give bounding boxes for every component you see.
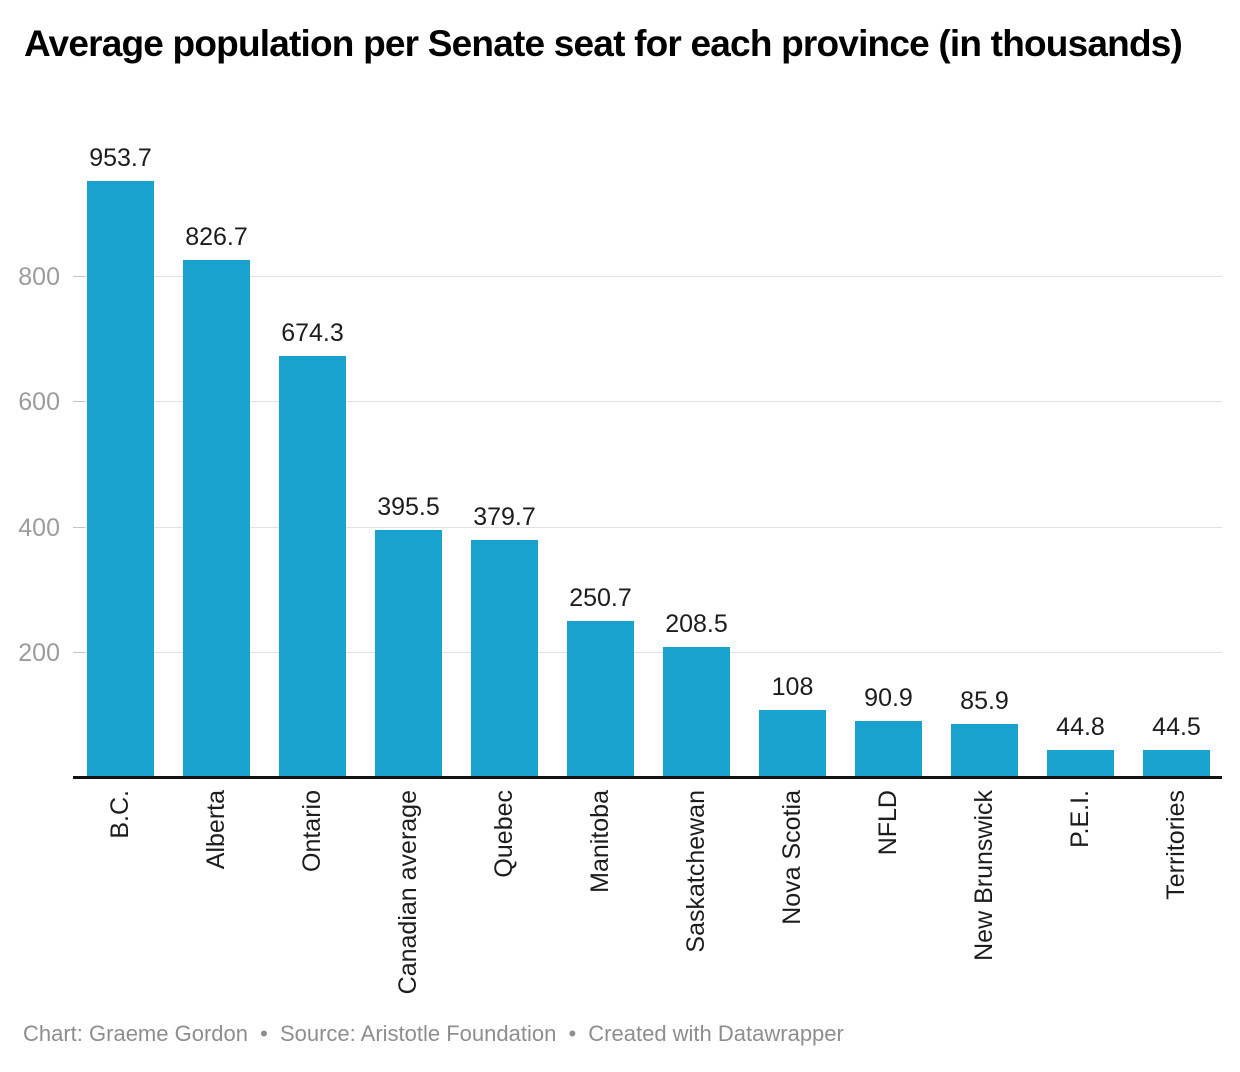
category-label: Quebec — [490, 790, 518, 878]
footer-separator: • — [260, 1021, 268, 1046]
bar-ontario[interactable] — [279, 356, 346, 778]
category-label: Ontario — [298, 790, 326, 872]
category-label: B.C. — [106, 790, 134, 839]
y-axis-tick-label: 800 — [18, 263, 60, 292]
bar-canadian-average[interactable] — [375, 530, 442, 778]
bar-value-label: 826.7 — [185, 223, 248, 251]
gridline — [73, 276, 1222, 278]
bar-value-label: 395.5 — [377, 493, 440, 521]
bar-value-label: 90.9 — [864, 684, 913, 712]
category-label: Alberta — [202, 790, 230, 870]
bar-value-label: 44.8 — [1056, 713, 1105, 741]
category-label: Canadian average — [394, 790, 422, 995]
bar-p-e-i-[interactable] — [1047, 750, 1114, 778]
y-axis-tick-label: 400 — [18, 513, 60, 542]
plot-area: 200 400 600 800 953.7 B.C. 826.7 Alberta 674.3 O… — [18, 140, 1222, 994]
category-label: NFLD — [874, 790, 902, 856]
bar-alberta[interactable] — [183, 260, 250, 778]
bar-value-label: 953.7 — [89, 144, 152, 172]
x-axis-baseline — [73, 776, 1222, 779]
bar-value-label: 85.9 — [960, 687, 1009, 715]
footer-datawrapper-link[interactable]: Created with Datawrapper — [588, 1021, 844, 1046]
y-axis-tick-label: 600 — [18, 388, 60, 417]
bar-manitoba[interactable] — [567, 621, 634, 778]
gridline — [73, 651, 1222, 653]
footer-chart-credit: Chart: Graeme Gordon — [23, 1021, 248, 1046]
footer-separator: • — [568, 1021, 577, 1046]
bar-value-label: 44.5 — [1152, 713, 1201, 741]
bar-new-brunswick[interactable] — [951, 724, 1018, 778]
bar-value-label: 250.7 — [569, 584, 632, 612]
bar-territories[interactable] — [1143, 750, 1210, 778]
category-label: Manitoba — [586, 790, 614, 893]
bar-value-label: 108 — [771, 673, 814, 701]
bar-nfld[interactable] — [855, 721, 922, 778]
chart-footer: Chart: Graeme Gordon • Source: Aristotle… — [23, 1021, 844, 1047]
gridline — [73, 401, 1222, 403]
chart-title: Average population per Senate seat for e… — [24, 23, 1183, 64]
bar-value-label: 379.7 — [473, 503, 536, 531]
bar-value-label: 208.5 — [665, 610, 728, 638]
category-label: Saskatchewan — [682, 790, 710, 953]
gridline — [73, 526, 1222, 528]
bar-saskatchewan[interactable] — [663, 647, 730, 778]
bar-nova-scotia[interactable] — [759, 710, 826, 778]
category-label: Territories — [1162, 790, 1190, 900]
category-label: Nova Scotia — [778, 790, 806, 925]
bar-value-label: 674.3 — [281, 319, 344, 347]
bar-b-c-[interactable] — [87, 181, 154, 778]
y-axis-tick-label: 200 — [18, 638, 60, 667]
category-label: New Brunswick — [970, 790, 998, 961]
footer-source: Source: Aristotle Foundation — [279, 1021, 557, 1046]
category-label: P.E.I. — [1066, 790, 1094, 848]
bar-quebec[interactable] — [471, 540, 538, 778]
